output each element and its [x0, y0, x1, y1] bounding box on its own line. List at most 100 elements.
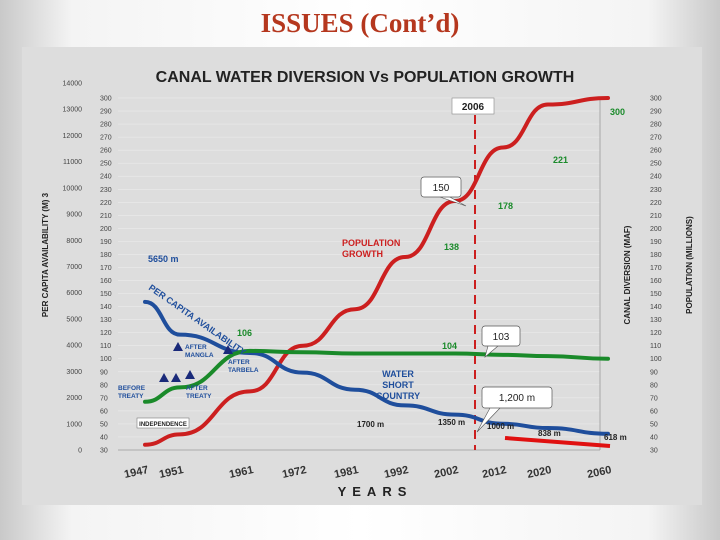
callout-150-label: 150	[433, 183, 450, 194]
after-mangla-1: AFTER	[185, 344, 207, 351]
y-left-inner-tick: 220	[100, 200, 112, 207]
y-left-inner-tick: 200	[100, 226, 112, 233]
x-tick: 1951	[158, 464, 184, 481]
y-left-outer-tick: 10000	[63, 185, 83, 192]
y-left-inner-tick: 300	[100, 96, 112, 103]
series-point-2	[301, 351, 305, 354]
after-treaty-1: AFTER	[186, 385, 208, 392]
y-left-inner-tick: 240	[100, 174, 112, 181]
y-left-inner-tick: 100	[100, 356, 112, 363]
year-2006-label: 2006	[462, 102, 485, 113]
year-2006-box	[451, 97, 495, 115]
y-left-inner-tick: 130	[100, 317, 112, 324]
callout-150-box	[420, 176, 462, 198]
value-1000: 1000 m	[487, 422, 514, 431]
x-tick: 1961	[228, 464, 254, 481]
y-right-tick: 270	[650, 135, 662, 142]
series-point-2	[248, 349, 252, 353]
series-point-2	[143, 400, 147, 403]
callout-1200-label: 1,200 m	[499, 393, 535, 404]
water-short-2: SHORT	[382, 380, 414, 390]
y-right-inner-label: CANAL DIVERSION (MAF)	[623, 225, 632, 324]
water-short-3: COUNTRY	[376, 391, 420, 401]
y-right-tick: 180	[650, 252, 662, 259]
callout-103-label: 103	[493, 332, 510, 343]
grid	[118, 97, 601, 451]
x-tick: 2002	[433, 464, 459, 481]
x-tick: 1972	[281, 464, 307, 481]
pop-104-label: 104	[442, 341, 457, 351]
y-left-inner-tick: 60	[100, 408, 108, 415]
y-right-tick: 250	[650, 161, 662, 168]
y-left-inner-tick: 30	[100, 448, 108, 455]
y-left-outer-tick: 12000	[63, 133, 83, 140]
pop-growth-label-1: POPULATION	[342, 238, 400, 248]
y-left-inner-tick: 90	[100, 369, 108, 376]
x-tick: 2012	[481, 464, 507, 481]
series-point-0	[606, 96, 610, 100]
y-left-inner-tick: 280	[100, 122, 112, 129]
start-availability-label: 5650 m	[148, 254, 179, 264]
y-right-tick: 70	[650, 395, 658, 402]
y-right-tick: 140	[650, 304, 662, 311]
milestone-triangle-4	[173, 342, 183, 351]
y-left-inner-tick: 250	[100, 161, 112, 168]
y-left-outer-tick: 3000	[66, 369, 82, 376]
pop-106-label: 106	[237, 328, 252, 338]
y-left-inner-tick: 230	[100, 187, 112, 194]
callout-1200-pointer	[476, 407, 501, 433]
series-point-0	[143, 443, 147, 446]
series-point-0	[353, 308, 357, 311]
y-right-tick: 80	[650, 382, 658, 389]
y-left-outer-tick: 14000	[63, 81, 83, 88]
series-point-2	[501, 353, 505, 357]
series-line-2	[143, 348, 610, 404]
series-point-0	[248, 390, 252, 393]
y-right-tick: 240	[650, 174, 662, 181]
slide-title: ISSUES (Cont’d)	[260, 8, 460, 38]
pop-221-label: 221	[553, 155, 568, 165]
series-point-1	[453, 413, 457, 416]
y-left-inner-tick: 290	[100, 109, 112, 116]
y-right-tick: 40	[650, 434, 658, 441]
y-left-outer-tick: 1000	[66, 421, 82, 428]
series-point-2	[403, 352, 407, 355]
y-right-tick: 280	[650, 122, 662, 129]
after-treaty-2: TREATY	[186, 393, 212, 400]
y-right-tick: 210	[650, 213, 662, 220]
y-left-outer-tick: 2000	[66, 395, 82, 402]
value-1350: 1350 m	[438, 418, 465, 427]
series-point-0	[403, 255, 407, 259]
value-838: 838 m	[538, 429, 561, 438]
y-right-tick: 260	[650, 148, 662, 155]
y-left-inner-tick: 110	[100, 343, 111, 350]
y-right-tick: 90	[650, 369, 658, 376]
pop-300-label: 300	[610, 107, 625, 117]
y-right-tick: 290	[650, 109, 662, 116]
before-treaty-1: BEFORE	[118, 385, 146, 392]
after-tarbela-1: AFTER	[228, 359, 250, 366]
series-point-1	[606, 432, 610, 435]
milestone-triangle-2	[171, 373, 181, 382]
y-right-tick: 230	[650, 187, 662, 194]
y-left-inner-tick: 190	[100, 239, 112, 246]
y-left-outer-tick: 6000	[66, 290, 82, 297]
series-point-2	[453, 352, 457, 355]
x-tick: 1947	[123, 464, 149, 481]
y-left-outer-tick: 11000	[63, 159, 82, 166]
y-left-outer-tick: 0	[78, 448, 82, 455]
series-line-0	[143, 96, 610, 447]
y-right-tick: 220	[650, 200, 662, 207]
series-point-0	[178, 433, 182, 436]
series-point-2	[546, 354, 550, 358]
y-right-tick: 300	[650, 96, 662, 103]
series-layer	[143, 96, 610, 447]
y-left-inner-tick: 140	[100, 304, 112, 311]
milestone-triangle-1	[159, 373, 169, 382]
series-point-1	[403, 404, 407, 407]
series-point-0	[301, 344, 305, 347]
water-short-1: WATER	[382, 369, 414, 379]
y-right-outer-label: POPULATION (MILLIONS)	[685, 216, 694, 314]
y-left-inner-tick: 150	[100, 291, 112, 298]
